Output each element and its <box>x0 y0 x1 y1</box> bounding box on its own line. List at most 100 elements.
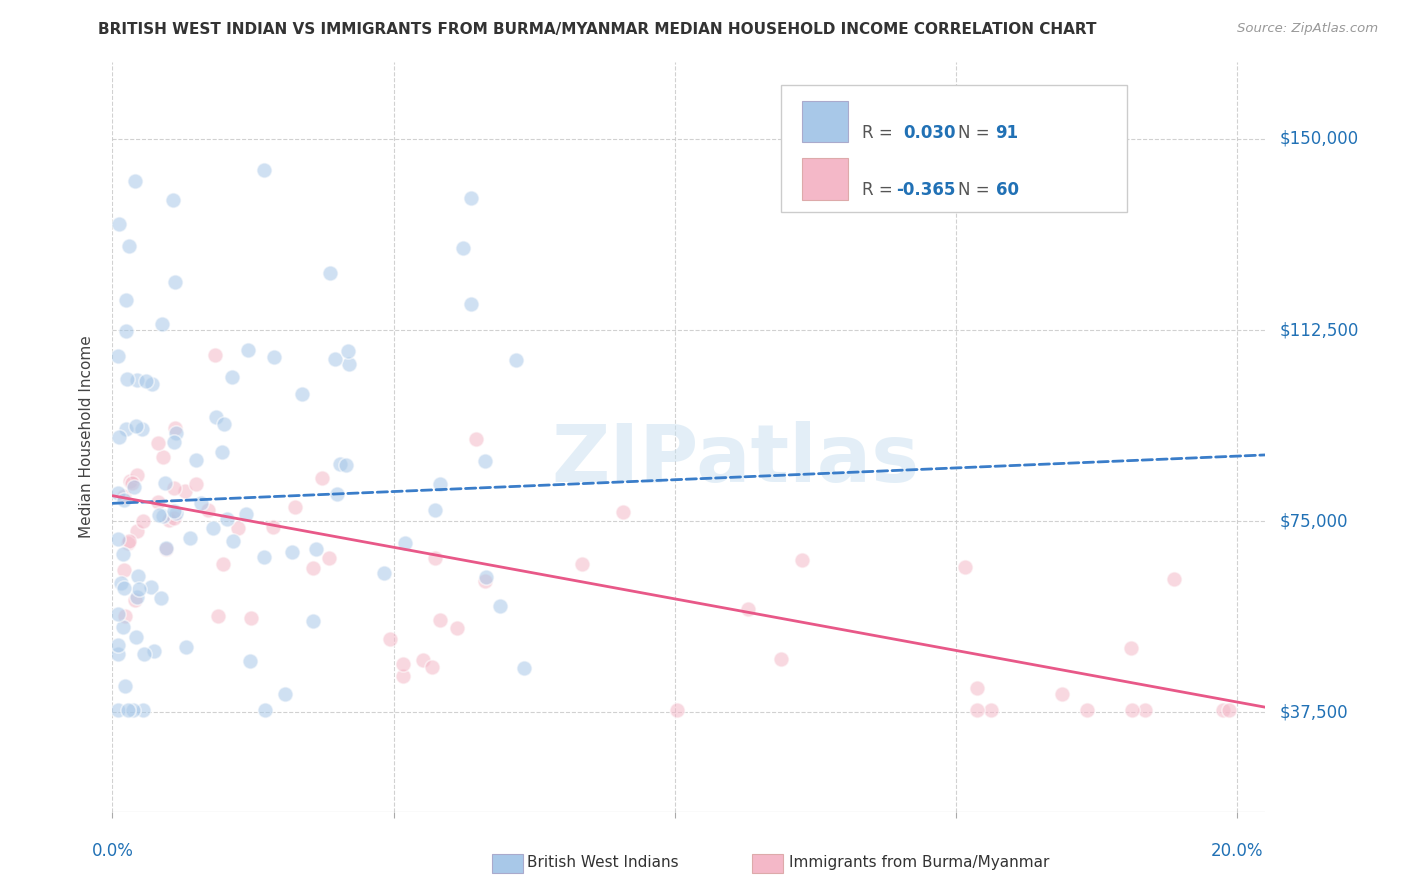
Point <box>114 609 136 624</box>
Point <box>769 651 792 665</box>
Point <box>114 679 136 693</box>
Point <box>186 476 208 491</box>
Point <box>118 474 141 488</box>
Point <box>263 350 285 364</box>
Text: N =: N = <box>957 181 994 199</box>
Point <box>184 453 207 467</box>
Point <box>115 324 138 338</box>
Point <box>212 417 235 431</box>
Point <box>319 266 342 280</box>
Text: -0.365: -0.365 <box>897 181 956 199</box>
Point <box>146 495 169 509</box>
Point <box>980 703 1002 717</box>
Point <box>132 703 155 717</box>
Point <box>253 549 276 564</box>
Text: R =: R = <box>862 181 898 199</box>
Point <box>329 457 352 471</box>
Point <box>1218 703 1240 717</box>
Point <box>155 541 177 555</box>
Point <box>107 607 129 622</box>
Point <box>464 432 486 446</box>
Text: 0.0%: 0.0% <box>91 842 134 860</box>
Point <box>737 602 759 616</box>
Text: 91: 91 <box>995 124 1019 142</box>
Point <box>179 532 201 546</box>
Point <box>253 163 276 178</box>
Point <box>420 660 443 674</box>
Point <box>150 591 173 605</box>
Point <box>112 492 135 507</box>
Point <box>117 238 139 252</box>
Point <box>146 436 169 450</box>
Point <box>425 551 447 566</box>
Point <box>155 542 177 557</box>
Text: $75,000: $75,000 <box>1279 512 1348 530</box>
Point <box>323 351 346 366</box>
Point <box>150 318 173 332</box>
Point <box>474 574 496 589</box>
Point <box>262 519 284 533</box>
Point <box>790 553 813 567</box>
Point <box>1133 703 1156 717</box>
Text: ZIPatlas: ZIPatlas <box>551 420 920 499</box>
Point <box>425 503 447 517</box>
Point <box>124 592 146 607</box>
Point <box>165 506 187 520</box>
Point <box>460 191 482 205</box>
Point <box>221 369 243 384</box>
Point <box>205 409 228 424</box>
Text: N =: N = <box>957 124 994 142</box>
Point <box>139 580 162 594</box>
Point <box>107 648 129 662</box>
Point <box>505 353 527 368</box>
Point <box>392 657 415 672</box>
Point <box>157 513 180 527</box>
FancyBboxPatch shape <box>782 85 1128 212</box>
FancyBboxPatch shape <box>801 101 848 142</box>
Point <box>1163 572 1185 586</box>
Point <box>1119 641 1142 656</box>
FancyBboxPatch shape <box>801 159 848 200</box>
Point <box>412 653 434 667</box>
Point <box>121 476 143 491</box>
Point <box>1050 687 1073 701</box>
Point <box>335 458 357 472</box>
Point <box>152 450 174 465</box>
Point <box>337 344 360 359</box>
Point <box>325 487 347 501</box>
Point <box>304 541 326 556</box>
Point <box>152 509 174 524</box>
Point <box>125 630 148 644</box>
Point <box>111 547 134 561</box>
Point <box>163 511 186 525</box>
Point <box>291 386 314 401</box>
Point <box>446 621 468 635</box>
Point <box>163 481 186 495</box>
Point <box>115 371 138 385</box>
Point <box>391 669 413 683</box>
Point <box>380 632 402 647</box>
Point <box>128 582 150 596</box>
Point <box>162 193 184 207</box>
Point <box>135 374 157 388</box>
Point <box>202 521 225 535</box>
Point <box>108 217 131 231</box>
Point <box>666 703 689 717</box>
Point <box>197 503 219 517</box>
Point <box>284 500 307 514</box>
Point <box>127 569 149 583</box>
Point <box>453 241 475 255</box>
Point <box>107 430 129 444</box>
Point <box>318 551 340 566</box>
Point <box>239 654 262 668</box>
Point <box>281 544 304 558</box>
Point <box>489 599 512 614</box>
Text: $112,500: $112,500 <box>1279 321 1358 339</box>
Point <box>131 422 153 436</box>
Point <box>163 434 186 449</box>
Text: Source: ZipAtlas.com: Source: ZipAtlas.com <box>1237 22 1378 36</box>
Point <box>122 480 145 494</box>
Point <box>302 615 325 629</box>
Point <box>207 609 229 624</box>
Point <box>212 557 235 571</box>
